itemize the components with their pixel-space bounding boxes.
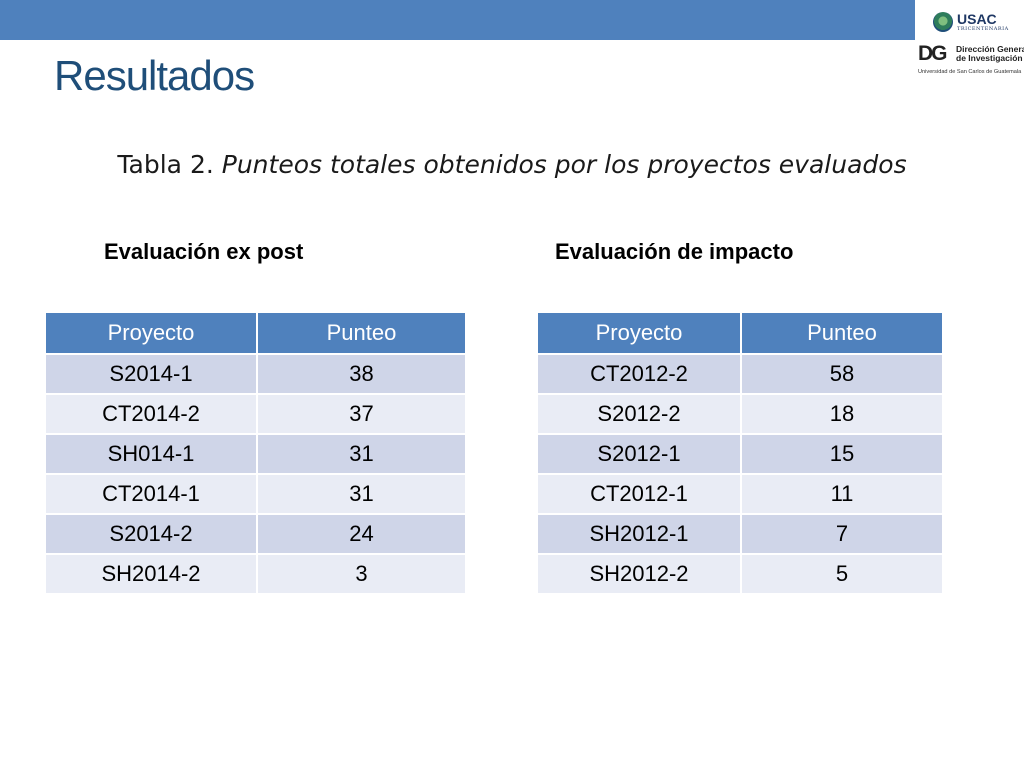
dgi-mark: DG — [918, 42, 948, 65]
table-row: S2014-1 38 — [44, 353, 467, 395]
cell-punteo: 38 — [256, 353, 467, 395]
table-row: S2014-2 24 — [44, 513, 467, 555]
caption-prefix: Tabla 2. — [117, 150, 222, 179]
cell-proyecto: CT2014-1 — [44, 473, 258, 515]
cell-punteo: 5 — [740, 553, 944, 595]
cell-proyecto: CT2012-1 — [536, 473, 742, 515]
cell-proyecto: CT2012-2 — [536, 353, 742, 395]
cell-proyecto: SH014-1 — [44, 433, 258, 475]
table-row: SH2012-1 7 — [536, 513, 944, 555]
cell-proyecto: SH2012-2 — [536, 553, 742, 595]
table-row: SH014-1 31 — [44, 433, 467, 475]
cell-proyecto: S2014-2 — [44, 513, 258, 555]
column-header-punteo: Punteo — [740, 311, 944, 355]
table-row: S2012-2 18 — [536, 393, 944, 435]
table-header-row: Proyecto Punteo — [44, 311, 467, 355]
usac-seal-icon — [933, 12, 953, 32]
column-header-proyecto: Proyecto — [536, 311, 742, 355]
cell-proyecto: S2012-1 — [536, 433, 742, 475]
cell-proyecto: SH2014-2 — [44, 553, 258, 595]
cell-punteo: 31 — [256, 473, 467, 515]
ex-post-label: Evaluación ex post — [104, 239, 304, 264]
cell-punteo: 18 — [740, 393, 944, 435]
usac-name: USAC — [957, 11, 997, 27]
cell-punteo: 58 — [740, 353, 944, 395]
cell-punteo: 11 — [740, 473, 944, 515]
cell-punteo: 7 — [740, 513, 944, 555]
cell-proyecto: S2014-1 — [44, 353, 258, 395]
table-row: CT2012-1 11 — [536, 473, 944, 515]
usac-subtitle: TRICENTENARIA — [957, 26, 1009, 32]
cell-punteo: 31 — [256, 433, 467, 475]
page-title: Resultados — [54, 52, 255, 99]
column-header-punteo: Punteo — [256, 311, 467, 355]
table-row: S2012-1 15 — [536, 433, 944, 475]
dgi-logo: DG Dirección General de Investigación Un… — [918, 42, 1024, 78]
dgi-university: Universidad de San Carlos de Guatemala — [918, 69, 1022, 75]
table-row: CT2012-2 58 — [536, 353, 944, 395]
ex-post-table: Proyecto Punteo S2014-1 38 CT2014-2 37 SH0… — [44, 311, 467, 595]
caption-text: Punteos totales obtenidos por los proyec… — [221, 150, 907, 179]
cell-punteo: 3 — [256, 553, 467, 595]
column-header-proyecto: Proyecto — [44, 311, 258, 355]
table-row: SH2014-2 3 — [44, 553, 467, 595]
logos-panel: USAC TRICENTENARIA DG Dirección General … — [915, 0, 1024, 80]
table-row: SH2012-2 5 — [536, 553, 944, 595]
table-row: CT2014-1 31 — [44, 473, 467, 515]
dgi-line-1: Dirección General — [956, 44, 1024, 54]
cell-punteo: 24 — [256, 513, 467, 555]
dgi-line-2: de Investigación — [956, 53, 1023, 63]
usac-logo: USAC TRICENTENARIA — [933, 8, 1009, 36]
cell-proyecto: CT2014-2 — [44, 393, 258, 435]
table-caption: Tabla 2. Punteos totales obtenidos por l… — [0, 150, 1024, 179]
impacto-label: Evaluación de impacto — [555, 239, 794, 264]
cell-punteo: 15 — [740, 433, 944, 475]
table-header-row: Proyecto Punteo — [536, 311, 944, 355]
impacto-table: Proyecto Punteo CT2012-2 58 S2012-2 18 S20… — [536, 311, 944, 595]
header-bar — [0, 0, 915, 40]
cell-punteo: 37 — [256, 393, 467, 435]
cell-proyecto: S2012-2 — [536, 393, 742, 435]
table-row: CT2014-2 37 — [44, 393, 467, 435]
cell-proyecto: SH2012-1 — [536, 513, 742, 555]
